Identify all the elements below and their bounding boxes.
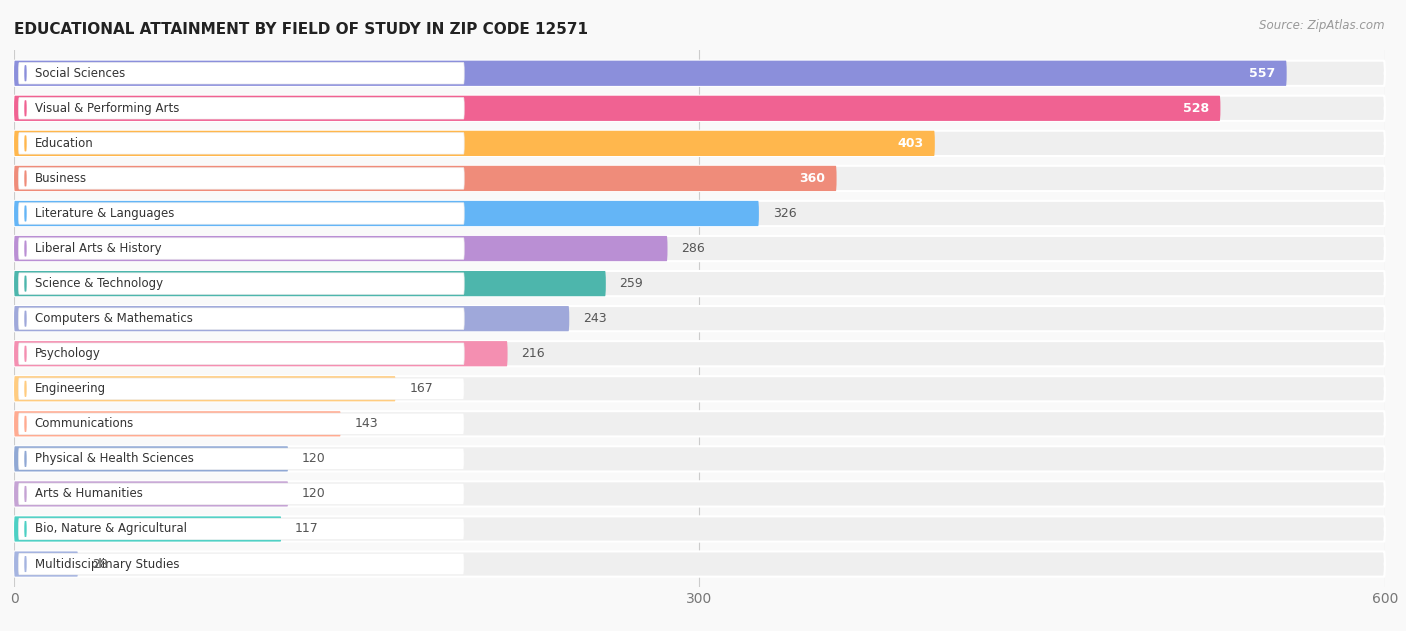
Text: 403: 403 (897, 137, 924, 150)
Text: Multidisciplinary Studies: Multidisciplinary Studies (35, 558, 179, 570)
Text: EDUCATIONAL ATTAINMENT BY FIELD OF STUDY IN ZIP CODE 12571: EDUCATIONAL ATTAINMENT BY FIELD OF STUDY… (14, 22, 588, 37)
FancyBboxPatch shape (14, 376, 395, 401)
Text: 360: 360 (799, 172, 825, 185)
Text: Engineering: Engineering (35, 382, 105, 395)
FancyBboxPatch shape (14, 61, 1286, 86)
Text: Education: Education (35, 137, 93, 150)
FancyBboxPatch shape (18, 413, 464, 435)
FancyBboxPatch shape (14, 131, 1385, 156)
Text: 286: 286 (682, 242, 704, 255)
FancyBboxPatch shape (14, 376, 1385, 401)
FancyBboxPatch shape (14, 446, 288, 471)
FancyBboxPatch shape (14, 551, 1385, 577)
Text: 120: 120 (302, 452, 326, 466)
Text: Liberal Arts & History: Liberal Arts & History (35, 242, 162, 255)
Text: 326: 326 (773, 207, 796, 220)
Text: 117: 117 (295, 522, 319, 536)
FancyBboxPatch shape (14, 201, 759, 226)
Text: 120: 120 (302, 487, 326, 500)
FancyBboxPatch shape (18, 133, 464, 154)
Text: Physical & Health Sciences: Physical & Health Sciences (35, 452, 194, 466)
FancyBboxPatch shape (18, 98, 464, 119)
FancyBboxPatch shape (18, 378, 464, 399)
FancyBboxPatch shape (14, 96, 1385, 121)
FancyBboxPatch shape (14, 516, 1385, 541)
FancyBboxPatch shape (18, 308, 464, 329)
Text: 167: 167 (409, 382, 433, 395)
FancyBboxPatch shape (14, 236, 1385, 261)
FancyBboxPatch shape (14, 411, 1385, 437)
FancyBboxPatch shape (14, 271, 606, 296)
Text: 528: 528 (1182, 102, 1209, 115)
FancyBboxPatch shape (14, 236, 668, 261)
Text: 243: 243 (583, 312, 606, 325)
FancyBboxPatch shape (14, 341, 508, 367)
FancyBboxPatch shape (18, 518, 464, 540)
FancyBboxPatch shape (18, 62, 464, 84)
Text: Bio, Nature & Agricultural: Bio, Nature & Agricultural (35, 522, 187, 536)
Text: Psychology: Psychology (35, 347, 100, 360)
FancyBboxPatch shape (14, 131, 935, 156)
FancyBboxPatch shape (18, 273, 464, 294)
FancyBboxPatch shape (14, 306, 1385, 331)
Text: Science & Technology: Science & Technology (35, 277, 163, 290)
Text: Source: ZipAtlas.com: Source: ZipAtlas.com (1260, 19, 1385, 32)
Text: 557: 557 (1249, 67, 1275, 80)
Text: Literature & Languages: Literature & Languages (35, 207, 174, 220)
Text: Visual & Performing Arts: Visual & Performing Arts (35, 102, 179, 115)
FancyBboxPatch shape (14, 481, 1385, 507)
Text: 259: 259 (620, 277, 644, 290)
Text: 216: 216 (522, 347, 546, 360)
FancyBboxPatch shape (18, 203, 464, 224)
Text: Social Sciences: Social Sciences (35, 67, 125, 80)
Text: Arts & Humanities: Arts & Humanities (35, 487, 142, 500)
FancyBboxPatch shape (14, 516, 281, 541)
Text: 28: 28 (91, 558, 108, 570)
Text: Communications: Communications (35, 417, 134, 430)
FancyBboxPatch shape (14, 306, 569, 331)
FancyBboxPatch shape (18, 448, 464, 469)
Text: Computers & Mathematics: Computers & Mathematics (35, 312, 193, 325)
FancyBboxPatch shape (14, 166, 837, 191)
Text: Business: Business (35, 172, 87, 185)
FancyBboxPatch shape (14, 61, 1385, 86)
FancyBboxPatch shape (14, 341, 1385, 367)
FancyBboxPatch shape (14, 551, 79, 577)
FancyBboxPatch shape (14, 271, 1385, 296)
FancyBboxPatch shape (18, 553, 464, 575)
FancyBboxPatch shape (14, 481, 288, 507)
FancyBboxPatch shape (18, 168, 464, 189)
FancyBboxPatch shape (18, 238, 464, 259)
Text: 143: 143 (354, 417, 378, 430)
FancyBboxPatch shape (18, 343, 464, 364)
FancyBboxPatch shape (14, 201, 1385, 226)
FancyBboxPatch shape (14, 411, 340, 437)
FancyBboxPatch shape (14, 96, 1220, 121)
FancyBboxPatch shape (14, 446, 1385, 471)
FancyBboxPatch shape (14, 166, 1385, 191)
FancyBboxPatch shape (18, 483, 464, 505)
